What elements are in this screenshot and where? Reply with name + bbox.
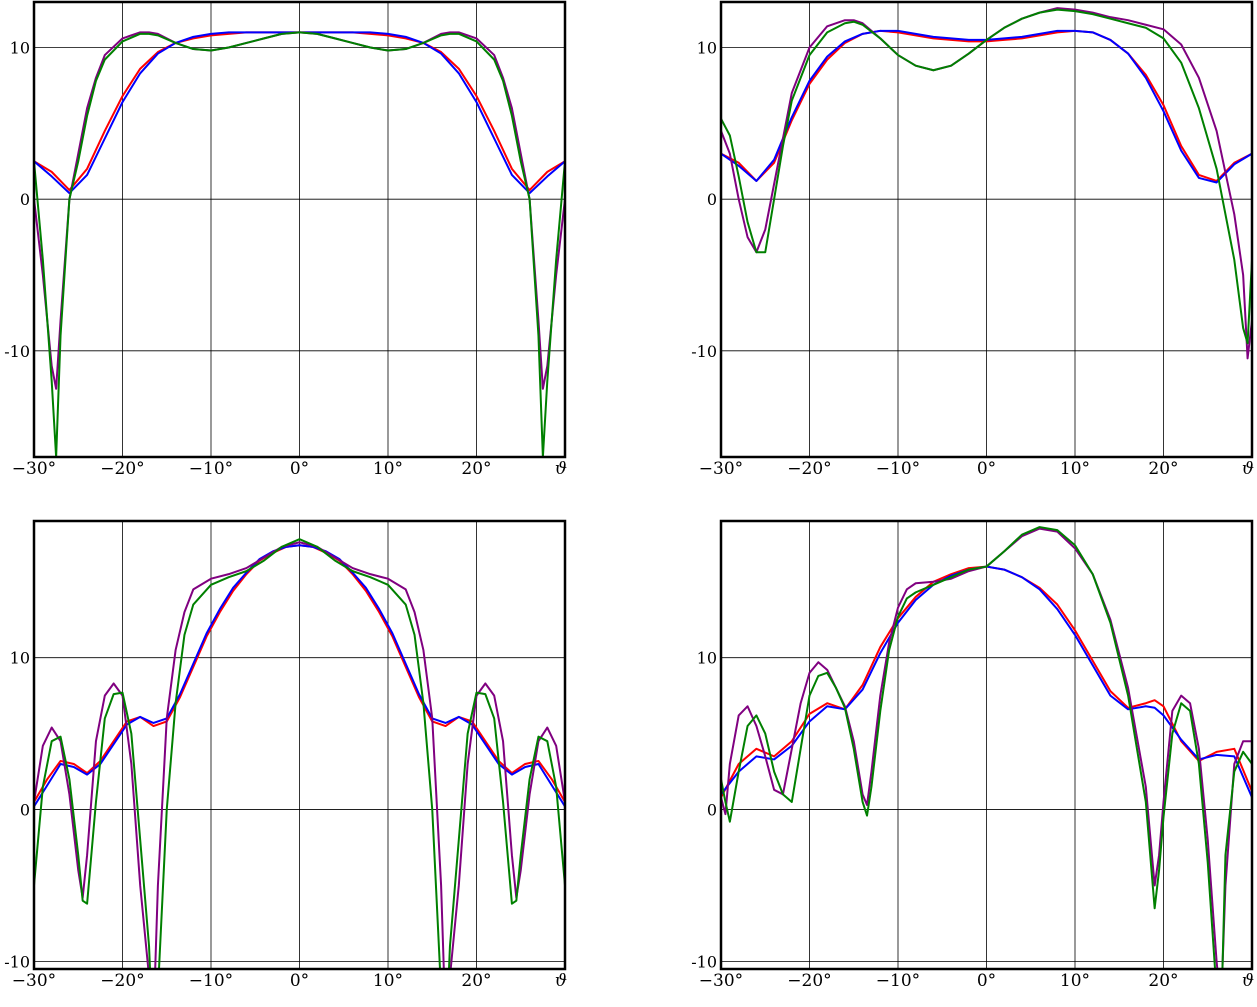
x-tick-label: 0° xyxy=(977,459,996,479)
y-tick-label: 10 xyxy=(697,649,717,668)
x-tick-label: 0° xyxy=(290,459,309,479)
series-line-green xyxy=(721,8,1252,345)
x-tick-label: 10° xyxy=(373,459,403,479)
x-tick-label: −20° xyxy=(787,971,831,991)
x-tick-label: −10° xyxy=(876,459,920,479)
x-tick-label: 10° xyxy=(1060,971,1090,991)
x-tick-label: 0° xyxy=(977,971,996,991)
series-line-blue xyxy=(34,544,565,808)
plot-frame xyxy=(719,519,1254,971)
series-line-green xyxy=(34,538,565,969)
x-tick-label: −30° xyxy=(12,459,56,479)
x-tick-label: −10° xyxy=(189,459,233,479)
plot-frame xyxy=(32,0,567,459)
y-tick-label: 0 xyxy=(707,190,717,209)
x-tick-label: −30° xyxy=(12,971,56,991)
x-axis-symbol: ϑ xyxy=(555,459,567,479)
x-tick-label: −10° xyxy=(876,971,920,991)
series-line-green xyxy=(721,526,1252,969)
x-tick-label: 10° xyxy=(1060,459,1090,479)
x-tick-label: 20° xyxy=(461,971,491,991)
x-tick-label: 10° xyxy=(373,971,403,991)
x-axis-symbol: ϑ xyxy=(1242,971,1254,991)
y-tick-label: -10 xyxy=(691,952,717,971)
y-tick-label: 0 xyxy=(20,190,30,209)
x-axis-symbol: ϑ xyxy=(1242,459,1254,479)
y-tick-label: 10 xyxy=(10,649,30,668)
chart-panel-2: −30° −20° −10° 0° 10° 20° ϑ 10 0 -10 xyxy=(691,0,1254,479)
y-tick-label: 10 xyxy=(697,39,717,58)
x-tick-label: 20° xyxy=(1148,971,1178,991)
y-tick-label: 0 xyxy=(20,801,30,820)
chart-panel-4: −30° −20° −10° 0° 10° 20° ϑ 10 0 -10 xyxy=(691,519,1254,991)
chart-panel-1: −30° −20° −10° 0° 10° 20° ϑ 10 0 -10 xyxy=(4,0,567,479)
y-tick-label: -10 xyxy=(691,342,717,361)
x-tick-label: −30° xyxy=(699,971,743,991)
plot-frame xyxy=(719,0,1254,459)
x-tick-label: −20° xyxy=(100,459,144,479)
y-tick-label: -10 xyxy=(4,952,30,971)
y-tick-label: -10 xyxy=(4,342,30,361)
x-tick-label: −20° xyxy=(100,971,144,991)
series-line-purple xyxy=(34,541,565,969)
series-line-blue xyxy=(721,565,1252,799)
x-tick-label: 20° xyxy=(461,459,491,479)
x-tick-label: −20° xyxy=(787,459,831,479)
x-axis-symbol: ϑ xyxy=(555,971,567,991)
x-tick-label: 20° xyxy=(1148,459,1178,479)
chart-panel-3: −30° −20° −10° 0° 10° 20° ϑ 10 0 -10 xyxy=(4,519,567,991)
x-tick-label: −30° xyxy=(699,459,743,479)
series-line-green xyxy=(34,31,565,457)
plot-frame xyxy=(32,519,567,971)
y-tick-label: 10 xyxy=(10,39,30,58)
x-tick-label: 0° xyxy=(290,971,309,991)
x-tick-label: −10° xyxy=(189,971,233,991)
y-tick-label: 0 xyxy=(707,801,717,820)
series-line-red xyxy=(721,29,1252,182)
